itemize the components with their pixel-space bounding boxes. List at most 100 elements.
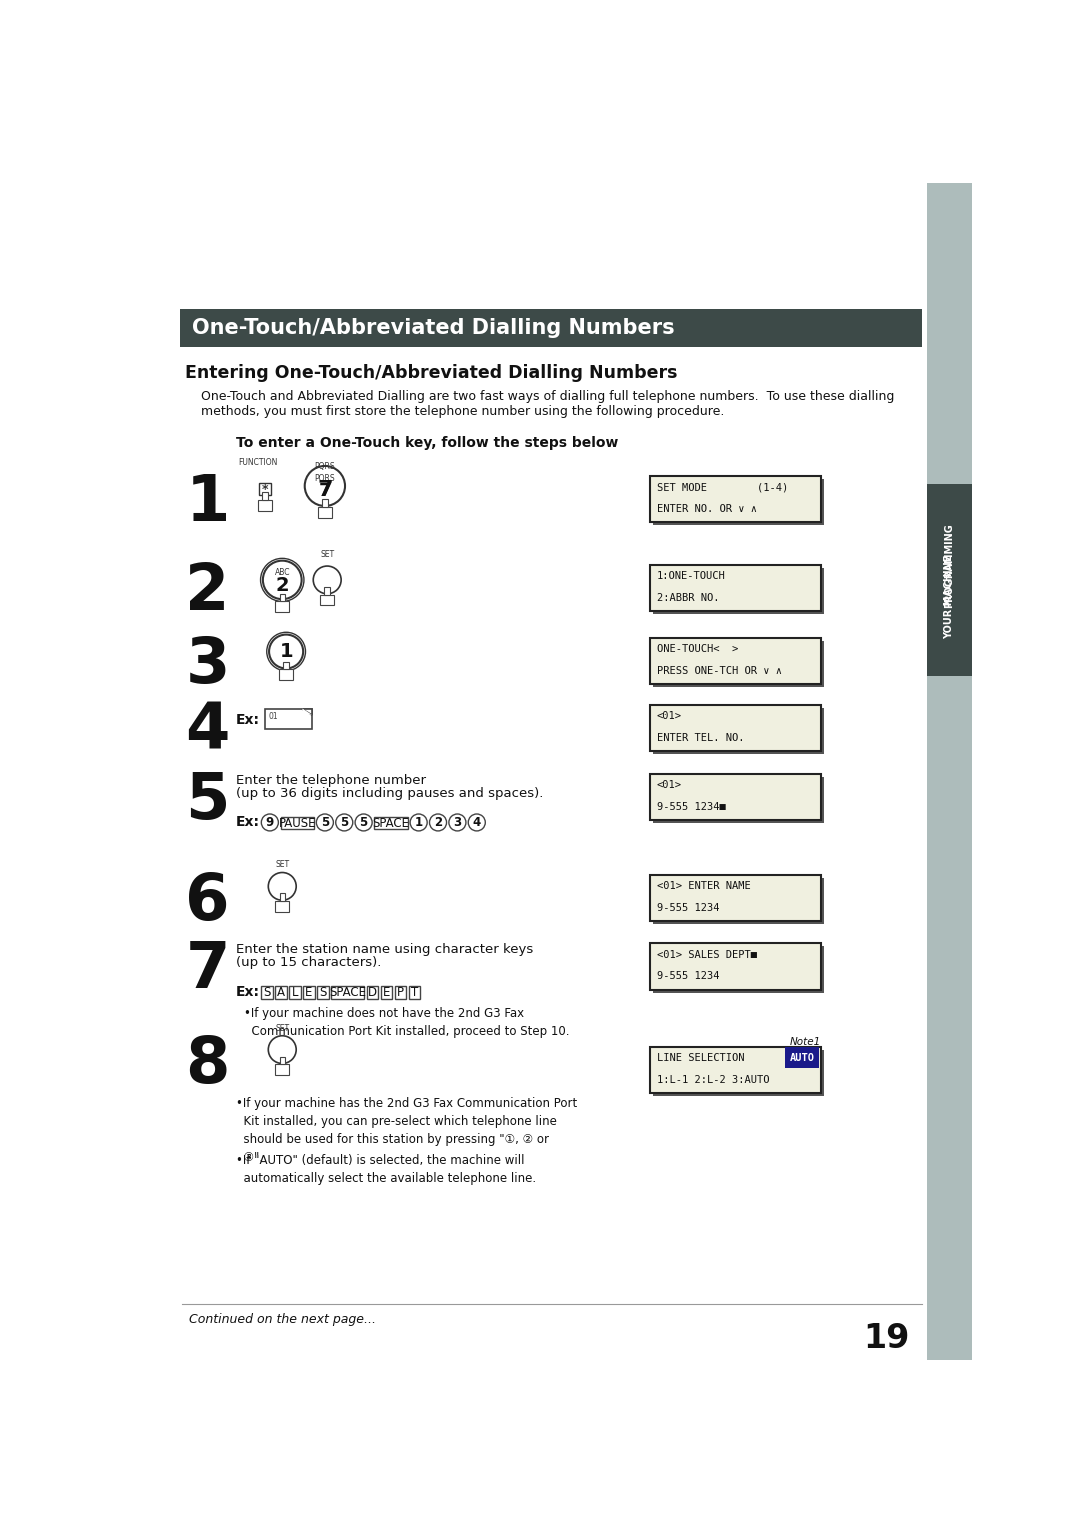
FancyBboxPatch shape — [303, 987, 314, 999]
Circle shape — [336, 814, 353, 831]
FancyBboxPatch shape — [650, 564, 821, 611]
Circle shape — [260, 558, 303, 602]
Text: 1: 1 — [280, 642, 293, 662]
FancyBboxPatch shape — [266, 709, 312, 729]
Text: 2:ABBR NO.: 2:ABBR NO. — [657, 593, 719, 602]
Text: T: T — [410, 986, 418, 999]
Text: Enter the station name using character keys: Enter the station name using character k… — [235, 943, 534, 957]
FancyBboxPatch shape — [380, 987, 392, 999]
Text: <01>: <01> — [657, 711, 681, 721]
Text: 6: 6 — [186, 871, 230, 934]
Text: FUNCTION: FUNCTION — [238, 458, 278, 468]
FancyBboxPatch shape — [653, 640, 824, 688]
Text: PROGRAMMING: PROGRAMMING — [945, 524, 955, 608]
Text: 9: 9 — [266, 816, 274, 830]
Text: Enter the telephone number: Enter the telephone number — [235, 775, 426, 787]
FancyBboxPatch shape — [650, 775, 821, 821]
FancyBboxPatch shape — [275, 602, 289, 613]
Circle shape — [262, 561, 301, 599]
Circle shape — [269, 634, 303, 668]
Text: •If "AUTO" (default) is selected, the machine will
  automatically select the av: •If "AUTO" (default) is selected, the ma… — [235, 1154, 536, 1186]
Text: •If your machine has the 2nd G3 Fax Communication Port
  Kit installed, you can : •If your machine has the 2nd G3 Fax Comm… — [235, 1097, 577, 1164]
FancyBboxPatch shape — [653, 707, 824, 753]
Text: 9-555 1234■: 9-555 1234■ — [657, 802, 726, 811]
FancyBboxPatch shape — [180, 309, 921, 347]
FancyBboxPatch shape — [650, 1047, 821, 1093]
Text: methods, you must first store the telephone number using the following procedure: methods, you must first store the teleph… — [201, 405, 725, 419]
FancyBboxPatch shape — [318, 987, 328, 999]
FancyBboxPatch shape — [653, 778, 824, 824]
Circle shape — [261, 814, 279, 831]
Text: 3: 3 — [186, 634, 230, 695]
Text: 2: 2 — [434, 816, 442, 830]
Text: 4: 4 — [186, 701, 230, 762]
Text: One-Touch/Abbreviated Dialling Numbers: One-Touch/Abbreviated Dialling Numbers — [192, 318, 675, 338]
Text: <01> SALES DEPT■: <01> SALES DEPT■ — [657, 950, 757, 960]
Circle shape — [268, 872, 296, 900]
Text: PAUSE: PAUSE — [279, 817, 316, 830]
FancyBboxPatch shape — [408, 987, 420, 999]
Text: LINE SELECTION: LINE SELECTION — [657, 1053, 744, 1063]
Text: One-Touch and Abbreviated Dialling are two fast ways of dialling full telephone : One-Touch and Abbreviated Dialling are t… — [201, 390, 894, 403]
Circle shape — [410, 814, 428, 831]
FancyBboxPatch shape — [258, 500, 272, 510]
Text: 7: 7 — [318, 480, 333, 500]
FancyBboxPatch shape — [394, 987, 406, 999]
Text: Ex:: Ex: — [235, 714, 260, 727]
Circle shape — [305, 466, 345, 506]
Circle shape — [449, 814, 465, 831]
FancyBboxPatch shape — [653, 480, 824, 526]
Text: ENTER TEL. NO.: ENTER TEL. NO. — [657, 733, 744, 743]
Polygon shape — [302, 709, 312, 715]
FancyBboxPatch shape — [927, 183, 972, 1360]
Text: ABC: ABC — [274, 568, 291, 578]
Text: PRESS ONE-TCH OR ∨ ∧: PRESS ONE-TCH OR ∨ ∧ — [657, 666, 782, 675]
Text: SPACE: SPACE — [373, 817, 409, 830]
Text: Ex:: Ex: — [235, 816, 260, 830]
FancyBboxPatch shape — [653, 879, 824, 924]
FancyBboxPatch shape — [650, 704, 821, 750]
Text: SET: SET — [275, 1024, 289, 1033]
Text: <01> ENTER NAME: <01> ENTER NAME — [657, 882, 751, 891]
Text: A: A — [278, 986, 285, 999]
FancyBboxPatch shape — [318, 507, 332, 518]
Text: AUTO: AUTO — [789, 1053, 814, 1063]
Text: 1:L-1 2:L-2 3:AUTO: 1:L-1 2:L-2 3:AUTO — [657, 1074, 769, 1085]
FancyBboxPatch shape — [321, 594, 334, 605]
FancyBboxPatch shape — [653, 1050, 824, 1096]
Text: Ex:: Ex: — [235, 986, 260, 999]
Text: <01>: <01> — [657, 781, 681, 790]
Text: SET: SET — [320, 550, 335, 559]
Text: Continued on the next page...: Continued on the next page... — [189, 1313, 376, 1326]
FancyBboxPatch shape — [650, 637, 821, 685]
FancyBboxPatch shape — [289, 987, 301, 999]
FancyBboxPatch shape — [650, 876, 821, 921]
FancyBboxPatch shape — [322, 500, 327, 507]
FancyBboxPatch shape — [280, 594, 285, 602]
Text: •If your machine does not have the 2nd G3 Fax
  Communication Port Kit installed: •If your machine does not have the 2nd G… — [243, 1007, 569, 1038]
Circle shape — [267, 633, 306, 671]
FancyBboxPatch shape — [324, 587, 329, 594]
Text: S: S — [320, 986, 326, 999]
Text: 5: 5 — [340, 816, 349, 830]
Text: YOUR MACHINE: YOUR MACHINE — [945, 555, 955, 639]
Text: PQRS: PQRS — [314, 475, 335, 483]
FancyBboxPatch shape — [275, 902, 289, 912]
Text: 5: 5 — [360, 816, 368, 830]
FancyBboxPatch shape — [261, 987, 273, 999]
Text: E: E — [306, 986, 313, 999]
Text: 9-555 1234: 9-555 1234 — [657, 903, 719, 912]
Text: To enter a One-Touch key, follow the steps below: To enter a One-Touch key, follow the ste… — [235, 435, 618, 449]
FancyBboxPatch shape — [280, 1056, 285, 1063]
FancyBboxPatch shape — [367, 987, 378, 999]
Text: 9-555 1234: 9-555 1234 — [657, 972, 719, 981]
Text: 5: 5 — [186, 770, 230, 833]
Text: (up to 36 digits including pauses and spaces).: (up to 36 digits including pauses and sp… — [235, 787, 543, 801]
Text: SPACE: SPACE — [329, 986, 366, 999]
FancyBboxPatch shape — [650, 475, 821, 523]
FancyBboxPatch shape — [275, 1063, 289, 1076]
Circle shape — [430, 814, 446, 831]
Text: Note1: Note1 — [789, 1036, 821, 1047]
FancyBboxPatch shape — [281, 817, 314, 830]
FancyBboxPatch shape — [785, 1047, 820, 1068]
